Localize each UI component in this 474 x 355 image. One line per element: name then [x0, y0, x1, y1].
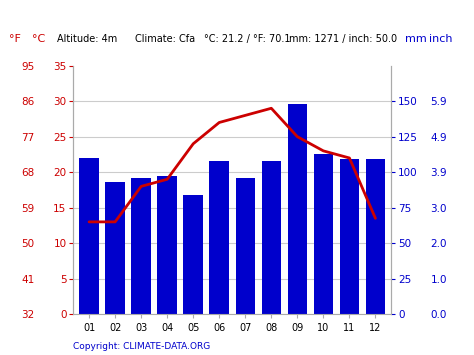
Text: °C: 21.2 / °F: 70.1: °C: 21.2 / °F: 70.1	[204, 34, 290, 44]
Text: Copyright: CLIMATE-DATA.ORG: Copyright: CLIMATE-DATA.ORG	[73, 343, 211, 351]
Text: °C: °C	[32, 34, 46, 44]
Bar	[131, 178, 151, 314]
Bar	[210, 161, 229, 314]
Bar	[262, 161, 281, 314]
Text: Climate: Cfa: Climate: Cfa	[135, 34, 195, 44]
Bar	[236, 178, 255, 314]
Text: mm: mm	[405, 34, 427, 44]
Text: °F: °F	[9, 34, 20, 44]
Bar	[314, 154, 333, 314]
Bar	[105, 182, 125, 314]
Bar	[340, 159, 359, 314]
Text: Altitude: 4m: Altitude: 4m	[57, 34, 117, 44]
Bar	[79, 158, 99, 314]
Text: mm: 1271 / inch: 50.0: mm: 1271 / inch: 50.0	[289, 34, 397, 44]
Bar	[157, 176, 177, 314]
Bar	[183, 195, 203, 314]
Bar	[365, 159, 385, 314]
Text: inch: inch	[429, 34, 453, 44]
Bar	[288, 104, 307, 314]
